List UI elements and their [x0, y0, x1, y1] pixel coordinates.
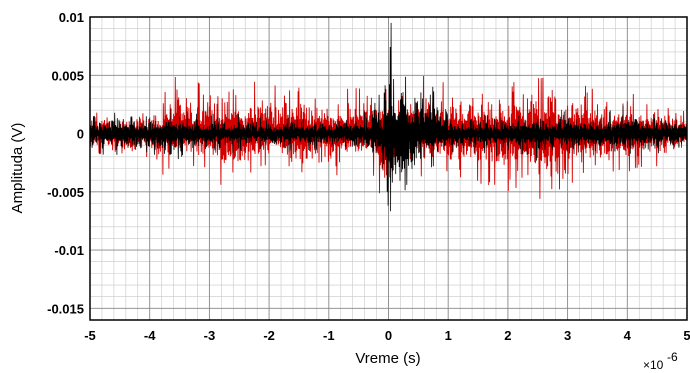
x-tick-label: 3 [564, 328, 571, 343]
x-tick-label: -1 [323, 328, 335, 343]
series-layer [89, 22, 688, 212]
y-tick-label: -0.005 [47, 185, 84, 200]
x-tick-labels: -5 -4 -3 -2 -1 0 1 2 3 4 5 [84, 328, 690, 343]
x-tick-label: 5 [683, 328, 690, 343]
y-tick-label: -0.01 [54, 243, 84, 258]
y-tick-label: -0.015 [47, 301, 84, 316]
x-tick-label: 0 [385, 328, 392, 343]
x-tick-label: -2 [263, 328, 275, 343]
x-tick-label: 2 [504, 328, 511, 343]
x-exponent-base: ×10 [643, 358, 664, 372]
x-exponent-power: -6 [667, 350, 678, 364]
x-tick-label: 4 [624, 328, 632, 343]
x-tick-label: -5 [84, 328, 96, 343]
x-tick-label: 1 [445, 328, 452, 343]
y-tick-label: 0 [77, 127, 84, 142]
y-tick-label: 0.01 [59, 10, 84, 25]
y-tick-label: 0.005 [51, 68, 84, 83]
y-tick-labels: 0.01 0.005 0 -0.005 -0.01 -0.015 [47, 10, 84, 316]
series-line-2 [89, 22, 688, 212]
x-tick-label: -3 [204, 328, 216, 343]
x-tick-label: -4 [144, 328, 156, 343]
plot-frame [89, 16, 688, 321]
x-axis-label: Vreme (s) [355, 350, 420, 367]
y-axis-label: Amplituda (V) [9, 123, 26, 214]
